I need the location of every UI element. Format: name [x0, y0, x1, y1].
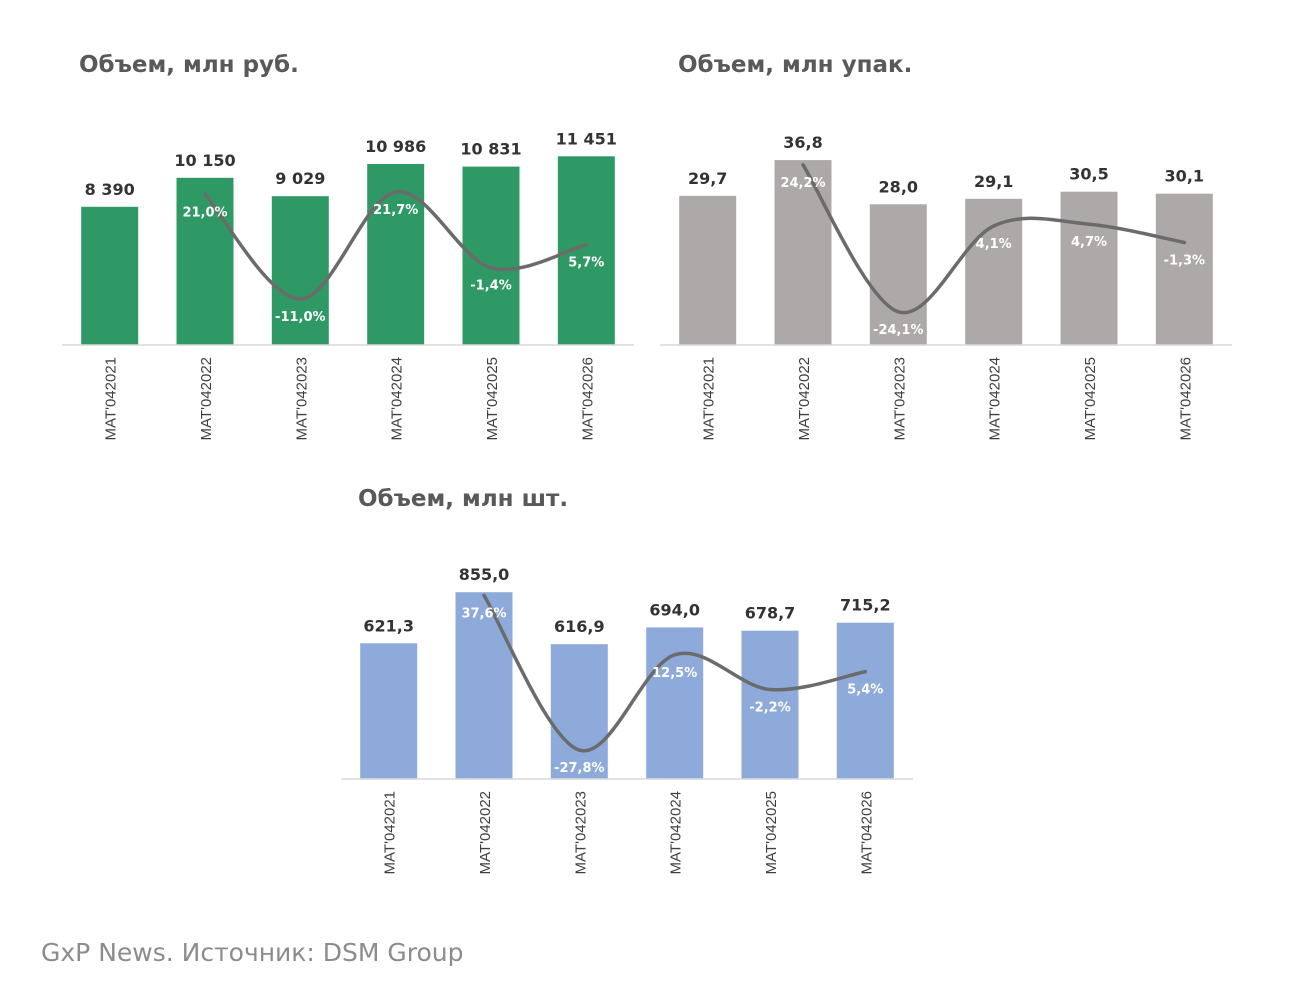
bar	[646, 627, 704, 779]
bar-value-label: 28,0	[879, 177, 918, 196]
growth-value-label: 5,4%	[847, 683, 883, 698]
bar-value-label: 10 986	[365, 137, 426, 156]
growth-value-label: -11,0%	[275, 310, 326, 325]
chart-volume-rub: Объем, млн руб. 8 390 10 150 9 029 10 986 10…	[62, 52, 652, 472]
x-tick-label: MAT'042026	[579, 357, 596, 440]
bar-series	[679, 160, 1213, 345]
growth-value-label: -24,1%	[873, 323, 924, 338]
bar	[774, 160, 832, 345]
growth-value-label: -27,8%	[554, 761, 605, 776]
bar	[836, 622, 894, 779]
bar	[360, 643, 418, 779]
bar	[367, 164, 425, 345]
x-tick-label: MAT'042025	[484, 357, 501, 440]
bar-value-label: 29,7	[688, 169, 727, 188]
growth-line	[482, 593, 868, 753]
chart-volume-packs: Объем, млн упак. 29,7 36,8 28,0 29,1 30,5 30,…	[660, 52, 1250, 472]
x-tick-label: MAT'042021	[701, 357, 718, 440]
x-tick-label: MAT'042025	[1082, 357, 1099, 440]
growth-line	[801, 163, 1187, 315]
bar	[965, 198, 1023, 345]
x-tick-label: MAT'042022	[796, 357, 813, 440]
chart-plot: 29,7 36,8 28,0 29,1 30,5 30,1 MAT'042021 MAT'04…	[660, 133, 1232, 440]
growth-value-label: 21,7%	[373, 203, 418, 218]
bar-value-label: 10 150	[174, 151, 235, 170]
bar	[741, 630, 799, 779]
bar-value-label: 30,1	[1165, 167, 1204, 186]
bar	[1060, 191, 1118, 345]
bar	[271, 196, 329, 345]
chart-title: Объем, млн руб.	[79, 52, 299, 78]
growth-value-label: 4,1%	[976, 237, 1012, 252]
bar-value-label: 715,2	[840, 596, 891, 615]
bar-value-label: 30,5	[1069, 165, 1108, 184]
bar	[81, 206, 139, 345]
growth-value-label: 21,0%	[182, 205, 227, 220]
growth-value-label: 4,7%	[1071, 235, 1107, 250]
bar-value-label: 11 451	[556, 129, 617, 148]
x-tick-label: MAT'042026	[1177, 357, 1194, 440]
x-tick-label: MAT'042023	[572, 791, 589, 874]
bar-series	[81, 156, 615, 345]
growth-value-label: -1,3%	[1164, 254, 1205, 269]
x-tick-label: MAT'042022	[198, 357, 215, 440]
x-tick-label: MAT'042026	[858, 791, 875, 874]
x-tick-label: MAT'042025	[763, 791, 780, 874]
x-tick-label: MAT'042022	[477, 791, 494, 874]
chart-plot: 8 390 10 150 9 029 10 986 10 831 11 451 MAT'04…	[62, 129, 634, 440]
x-tick-label: MAT'042024	[668, 791, 685, 874]
chart-title: Объем, млн упак.	[678, 52, 913, 78]
bar-value-label: 616,9	[554, 617, 605, 636]
x-tick-label: MAT'042021	[103, 357, 120, 440]
bar-value-label: 621,3	[363, 616, 414, 635]
growth-value-label: 5,7%	[568, 255, 604, 270]
x-tick-label: MAT'042024	[987, 357, 1004, 440]
bar	[550, 644, 608, 779]
x-tick-label: MAT'042023	[891, 357, 908, 440]
x-tick-label: MAT'042023	[293, 357, 310, 440]
bar	[455, 592, 513, 779]
x-tick-label: MAT'042021	[382, 791, 399, 874]
bar-value-label: 694,0	[649, 600, 700, 619]
bar	[679, 195, 737, 345]
chart-title: Объем, млн шт.	[358, 486, 569, 512]
bar-value-label: 8 390	[85, 180, 135, 199]
x-tick-label: MAT'042024	[389, 357, 406, 440]
source-caption: GxP News. Источник: DSM Group	[41, 938, 464, 967]
bar	[1155, 193, 1213, 345]
bar	[869, 204, 927, 345]
growth-value-label: 24,2%	[780, 176, 825, 191]
chart-volume-units: Объем, млн шт. 621,3 855,0 616,9 694,0 678,7…	[341, 486, 931, 906]
bar-value-label: 855,0	[459, 565, 510, 584]
bar-value-label: 678,7	[745, 604, 796, 623]
chart-plot: 621,3 855,0 616,9 694,0 678,7 715,2 MAT'042021…	[341, 565, 913, 874]
bar	[176, 177, 234, 345]
bar-value-label: 36,8	[783, 133, 822, 152]
bar-value-label: 9 029	[275, 169, 325, 188]
growth-value-label: -2,2%	[749, 701, 790, 716]
bar-value-label: 10 831	[460, 140, 521, 159]
growth-value-label: 12,5%	[652, 666, 697, 681]
bar-series	[360, 592, 894, 779]
bar-value-label: 29,1	[974, 172, 1013, 191]
growth-value-label: -1,4%	[470, 279, 511, 294]
growth-line	[203, 190, 589, 301]
growth-value-label: 37,6%	[461, 606, 506, 621]
